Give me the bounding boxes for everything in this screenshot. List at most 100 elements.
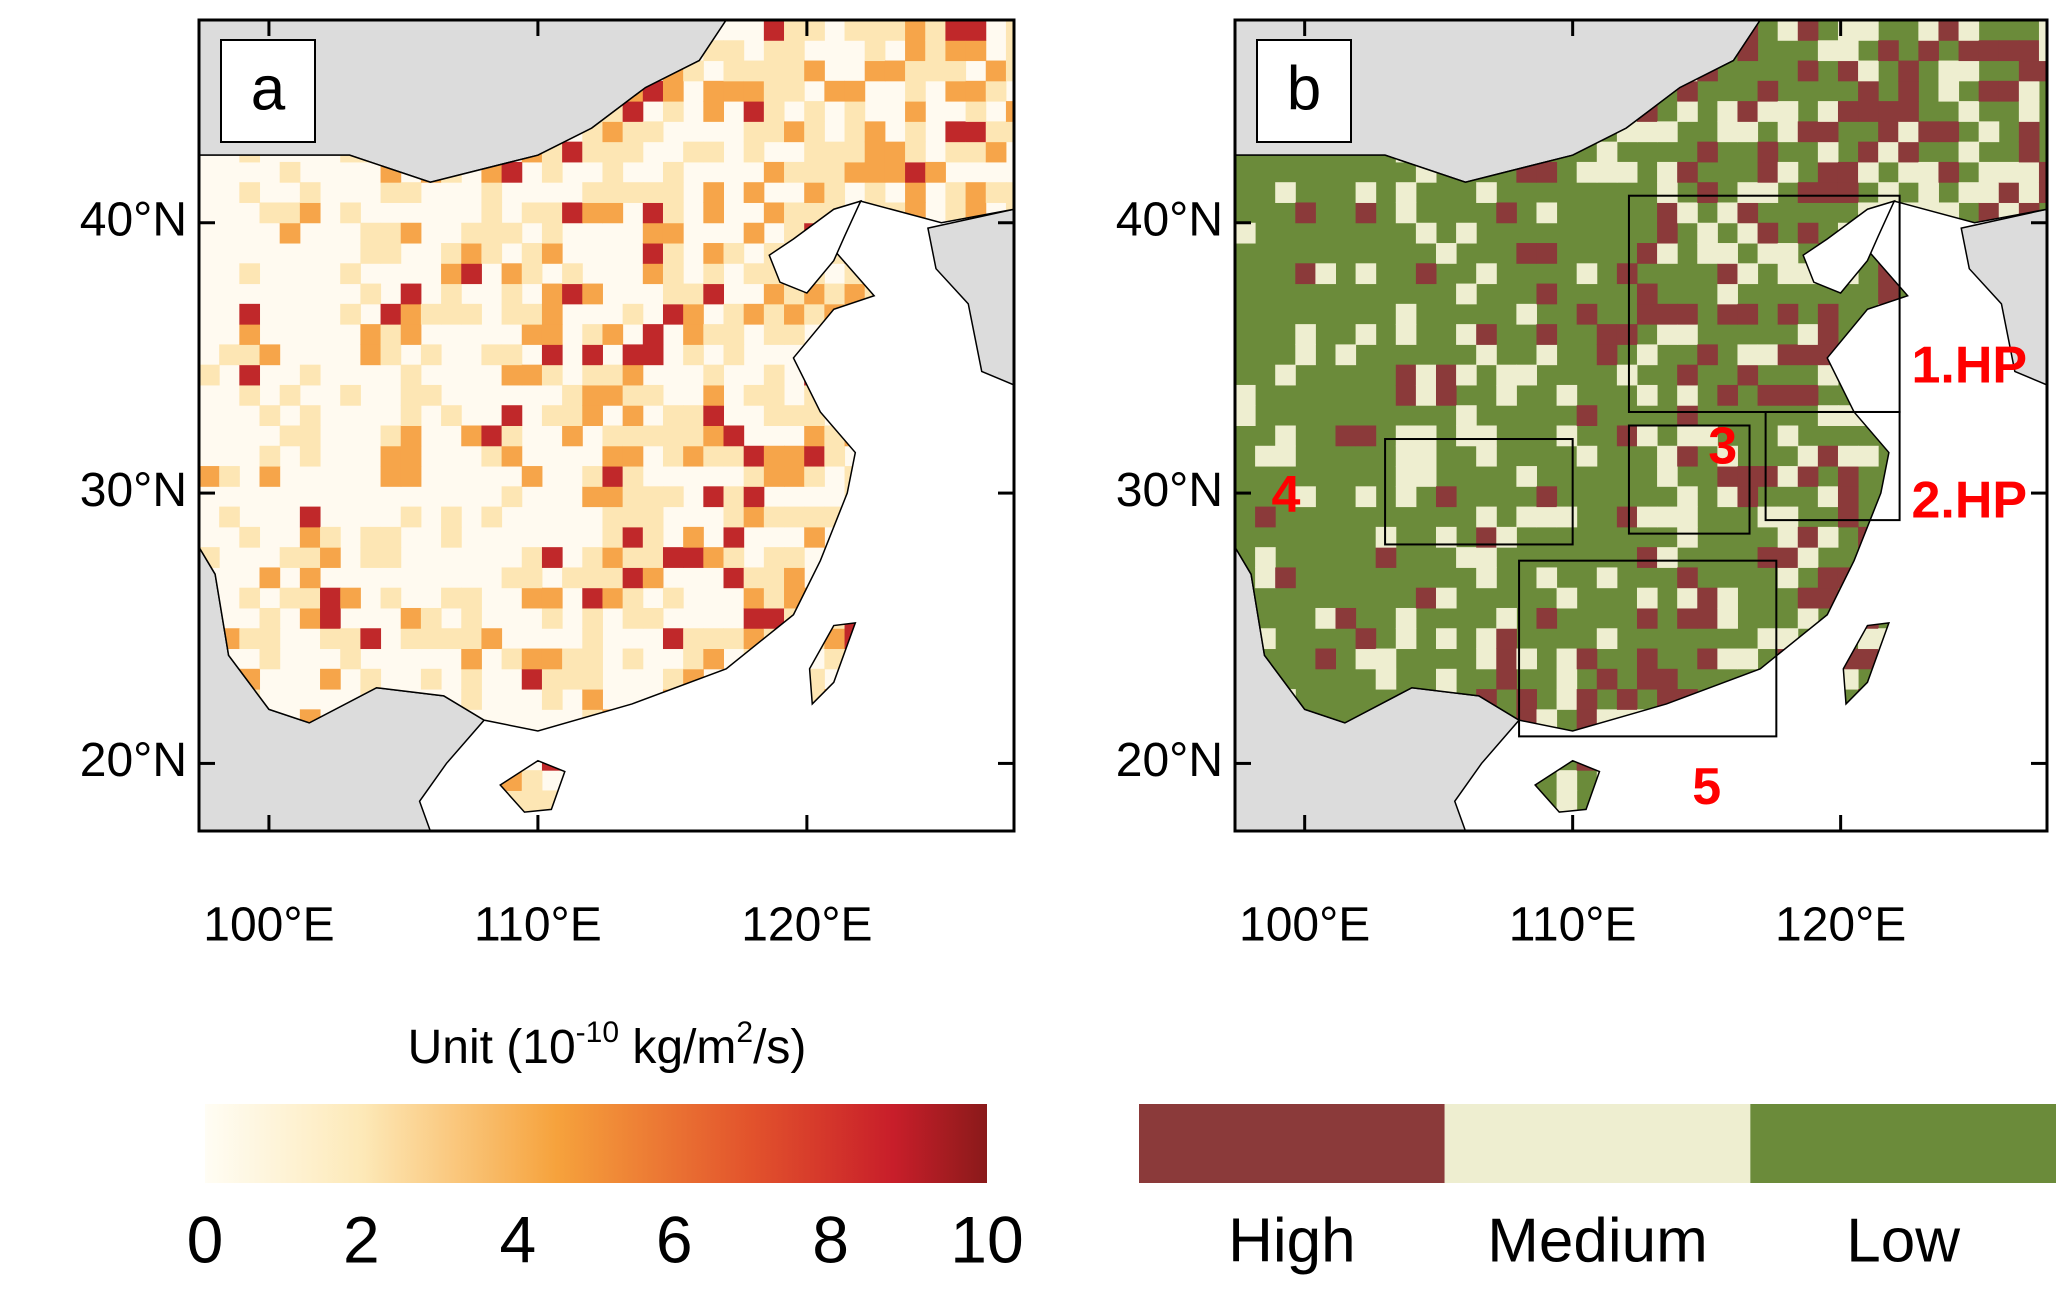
cell: [360, 222, 382, 244]
cell: [945, 790, 967, 812]
cell: [2018, 709, 2040, 731]
cell: [1005, 182, 1014, 203]
cell: [1858, 20, 1879, 41]
cell: [1596, 770, 1618, 791]
cell: [683, 648, 704, 670]
cell: [1395, 303, 1417, 325]
cell: [622, 506, 644, 528]
cell: [259, 445, 281, 467]
cell: [1596, 344, 1618, 366]
cell: [380, 526, 402, 548]
cell: [1536, 607, 1558, 629]
cell: [541, 324, 563, 345]
cell: [1837, 607, 1859, 629]
cell: [1998, 607, 2020, 629]
cell: [622, 445, 644, 467]
cell: [541, 689, 563, 710]
cell: [279, 384, 301, 406]
cell: [1858, 101, 1879, 122]
cell: [461, 425, 482, 447]
cell: [1335, 607, 1357, 629]
cell: [461, 810, 482, 813]
cell: [2018, 40, 2040, 62]
cell: [521, 668, 543, 690]
cell: [1918, 790, 1939, 812]
cell: [441, 263, 462, 285]
cell: [521, 303, 543, 325]
cell: [824, 182, 846, 203]
cell: [925, 40, 946, 62]
cell: [1677, 324, 1698, 345]
cell: [824, 587, 846, 609]
cell: [1837, 770, 1859, 791]
cell: [1837, 466, 1859, 487]
cell: [1235, 384, 1256, 406]
cell: [1878, 303, 1899, 325]
cell: [622, 486, 644, 508]
cell: [562, 405, 583, 426]
cell: [1636, 668, 1658, 690]
cell: [340, 263, 361, 285]
cell: [1958, 709, 1980, 731]
cell: [1817, 749, 1839, 771]
cell: [1837, 729, 1859, 751]
cell: [320, 526, 341, 548]
cell: [1315, 263, 1336, 285]
bohai-sea: [768, 199, 863, 294]
cell: [1858, 445, 1879, 467]
cell: [380, 466, 402, 487]
cell: [905, 709, 926, 731]
cell: [1005, 121, 1014, 143]
cell: [521, 243, 543, 264]
cell: [2038, 40, 2047, 62]
cell: [562, 425, 583, 447]
cell: [1918, 20, 1939, 41]
cell: [1005, 526, 1014, 548]
cell: [965, 101, 987, 122]
x-tick-label: 100°E: [1239, 899, 1370, 952]
cell: [925, 810, 946, 813]
cell: [1918, 40, 1939, 62]
title-sup: 2: [736, 1016, 753, 1049]
cell: [1005, 547, 1014, 568]
cell: [481, 344, 503, 366]
cell: [2038, 709, 2047, 731]
cell: [945, 587, 967, 609]
cell: [1657, 303, 1678, 325]
cell: [1737, 648, 1759, 670]
cell: [1235, 405, 1256, 426]
cell: [743, 709, 765, 731]
cell: [622, 364, 644, 386]
cell: [1777, 729, 1799, 751]
cell: [1918, 121, 1939, 143]
cell: [884, 770, 906, 791]
cell: [804, 689, 825, 710]
cell: [1255, 506, 1276, 528]
cell: [602, 466, 624, 487]
cell: [259, 405, 281, 426]
cell: [1777, 506, 1799, 528]
cell: [1918, 749, 1939, 771]
cell: [1275, 182, 1296, 203]
cell: [541, 283, 563, 305]
coastline: [499, 759, 566, 813]
cell: [1958, 749, 1980, 771]
cell: [2038, 445, 2047, 467]
cell: [743, 810, 765, 813]
cell: [1636, 283, 1658, 305]
cell: [824, 628, 846, 650]
cell: [905, 628, 926, 650]
cell: [1556, 506, 1578, 528]
cell: [1958, 628, 1980, 650]
cell: [763, 790, 785, 812]
cell: [1677, 506, 1698, 528]
cell: [743, 101, 765, 122]
cell: [239, 324, 261, 345]
cell: [723, 40, 745, 62]
cell: [1395, 628, 1417, 650]
cell: [723, 80, 745, 102]
cell: [562, 384, 583, 406]
cell: [582, 547, 603, 568]
cell: [1958, 182, 1980, 203]
legend-swatch: [1750, 1104, 2056, 1183]
